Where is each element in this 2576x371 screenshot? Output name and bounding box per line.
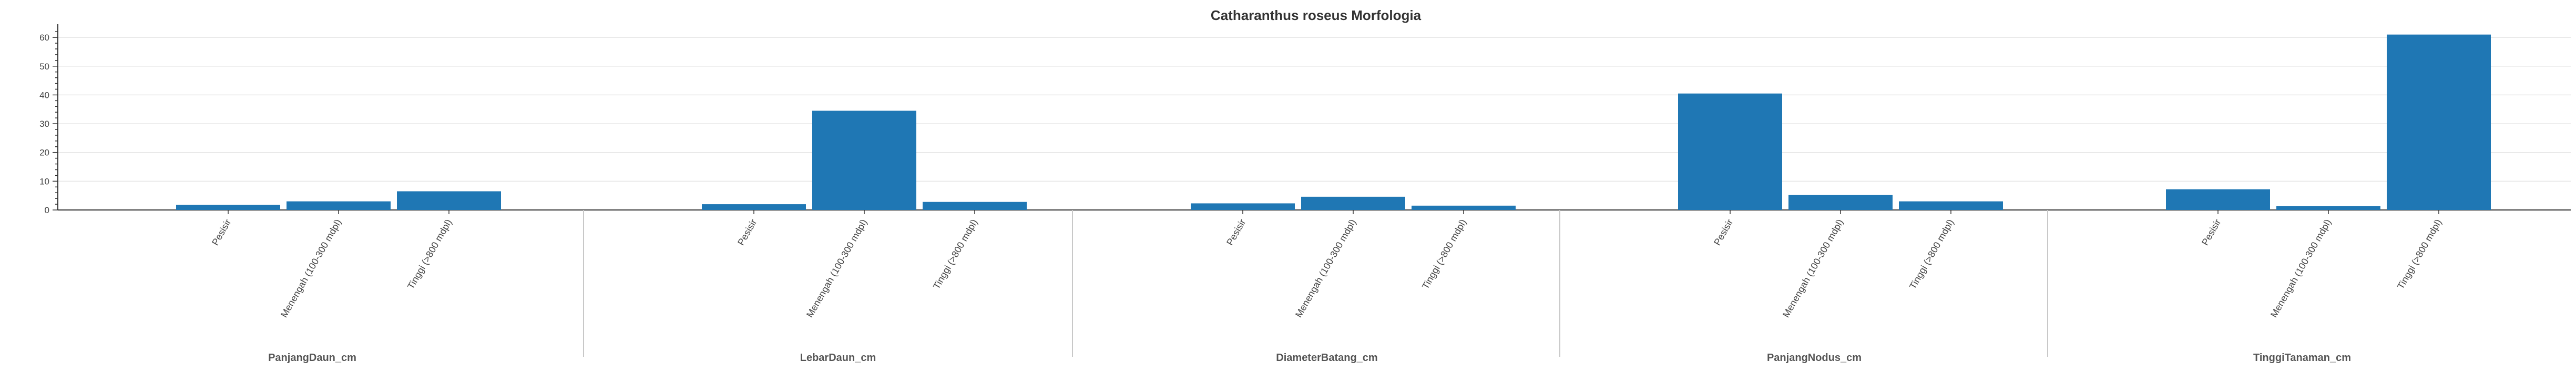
group-label-PanjangDaun_cm: PanjangDaun_cm xyxy=(268,352,356,364)
y-tick-label: 10 xyxy=(39,176,49,186)
y-tick-label: 60 xyxy=(39,33,49,43)
x-tick-label: Tinggi (>800 mdpl) xyxy=(405,217,454,291)
bar-PanjangDaun_cm-2 xyxy=(397,191,501,210)
group-label-LebarDaun_cm: LebarDaun_cm xyxy=(800,352,876,364)
bar-TinggiTanaman_cm-0 xyxy=(2166,189,2270,210)
x-tick-label: Menengah (100-300 mdpl) xyxy=(1781,217,1845,319)
x-tick-label: Tinggi (>800 mdpl) xyxy=(931,217,979,291)
y-tick-label: 0 xyxy=(45,205,49,215)
bar-DiameterBatang_cm-1 xyxy=(1301,196,1405,210)
bar-PanjangNodus_cm-2 xyxy=(1899,201,2003,210)
x-tick-label: Menengah (100-300 mdpl) xyxy=(2268,217,2333,319)
bar-DiameterBatang_cm-2 xyxy=(1412,205,1516,210)
x-tick-label: Tinggi (>800 mdpl) xyxy=(1907,217,1956,291)
y-tick-label: 30 xyxy=(39,119,49,129)
x-tick-label: Pesisir xyxy=(1224,217,1248,247)
x-tick-label: Pesisir xyxy=(210,217,233,247)
x-tick-label: Pesisir xyxy=(2200,217,2223,247)
bar-DiameterBatang_cm-0 xyxy=(1191,203,1295,210)
bar-PanjangDaun_cm-1 xyxy=(287,201,391,210)
x-tick-label: Tinggi (>800 mdpl) xyxy=(2395,217,2444,291)
x-tick-label: Pesisir xyxy=(735,217,759,247)
bar-PanjangNodus_cm-0 xyxy=(1678,93,1782,210)
x-tick-label: Tinggi (>800 mdpl) xyxy=(1420,217,1468,291)
x-tick-label: Menengah (100-300 mdpl) xyxy=(279,217,343,319)
bar-PanjangDaun_cm-0 xyxy=(176,205,280,210)
chart-title: Catharanthus roseus Morfologia xyxy=(1211,7,1422,23)
x-tick-label: Menengah (100-300 mdpl) xyxy=(1293,217,1358,319)
x-tick-label: Menengah (100-300 mdpl) xyxy=(804,217,869,319)
bar-PanjangNodus_cm-1 xyxy=(1788,195,1893,210)
bar-LebarDaun_cm-0 xyxy=(702,204,806,210)
group-label-PanjangNodus_cm: PanjangNodus_cm xyxy=(1767,352,1862,364)
y-tick-label: 40 xyxy=(39,90,49,100)
bar-TinggiTanaman_cm-1 xyxy=(2276,206,2380,210)
group-label-TinggiTanaman_cm: TinggiTanaman_cm xyxy=(2253,352,2351,364)
y-tick-label: 50 xyxy=(39,62,49,72)
bar-TinggiTanaman_cm-2 xyxy=(2387,34,2491,210)
x-tick-label: Pesisir xyxy=(1712,217,1735,247)
y-tick-label: 20 xyxy=(39,148,49,158)
group-label-DiameterBatang_cm: DiameterBatang_cm xyxy=(1276,352,1377,364)
bar-LebarDaun_cm-2 xyxy=(923,202,1027,210)
bar-LebarDaun_cm-1 xyxy=(812,111,916,210)
